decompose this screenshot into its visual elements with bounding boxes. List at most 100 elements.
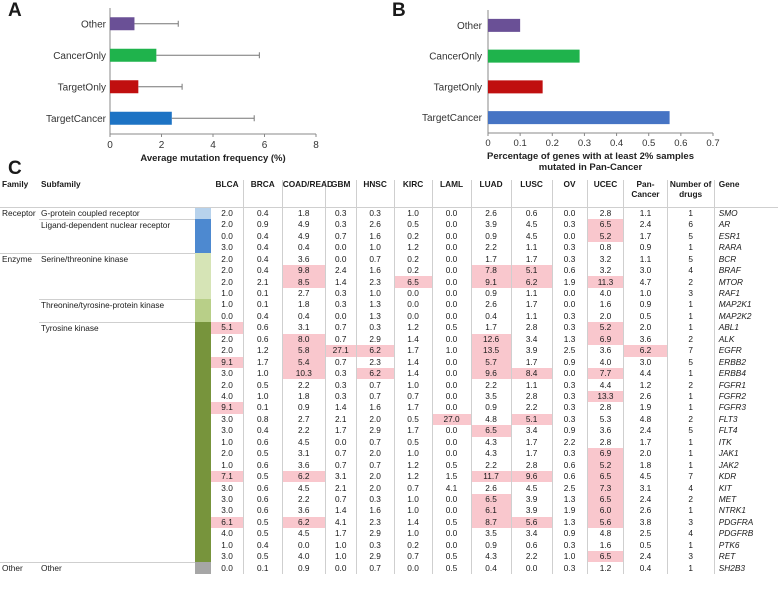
- value-cell: 5.1: [510, 264, 553, 277]
- value-cell: 1.0: [431, 345, 472, 357]
- header-col: BRCA: [242, 179, 283, 208]
- value-cell: 0.9: [281, 402, 326, 414]
- value-cell: 5.2: [586, 459, 624, 471]
- subfamily-cell: [39, 242, 195, 253]
- value-cell: 1.0: [551, 550, 587, 563]
- value-cell: 1.9: [551, 276, 587, 288]
- value-cell: 3.6: [623, 333, 668, 346]
- subfamily-cell: [39, 459, 195, 470]
- value-cell: 1.0: [221, 299, 233, 310]
- value-cell: 1.0: [242, 367, 283, 380]
- value-cell: 0.0: [221, 230, 233, 241]
- value-cell: 0.7: [324, 230, 357, 242]
- group-color-bar: [195, 322, 212, 334]
- value-cell: 1.2: [393, 322, 433, 334]
- value-cell: 2.4: [324, 264, 357, 277]
- value-cell: 0.7: [393, 482, 433, 494]
- table-row: Other Other 0.0 0.1 0.9 0.0 0.7 0.0 0.5 0.4 0.0 0.3…: [0, 561, 778, 574]
- x-tick-label: 0.7: [706, 138, 719, 149]
- value-cell: 0.0: [221, 562, 233, 573]
- family-cell: [0, 505, 39, 516]
- value-cell: 1.1: [623, 253, 668, 265]
- value-cell: 0.0: [431, 436, 472, 448]
- drug-count-cell: 2: [666, 379, 715, 391]
- value-cell: 3.1: [623, 482, 668, 494]
- value-cell: 0.4: [623, 562, 668, 574]
- x-tick-label: 8: [313, 140, 319, 151]
- value-cell: 0.3: [551, 539, 587, 551]
- subfamily-cell: Threonine/tyrosine-protein kinase: [39, 298, 195, 311]
- value-cell: 8.0: [281, 333, 326, 346]
- table-row: Ligand-dependent nuclear receptor 2.0 0.9 4…: [0, 218, 778, 231]
- family-cell: [0, 482, 39, 493]
- value-cell: 1.4: [324, 505, 357, 517]
- value-cell: 2.2: [281, 493, 326, 506]
- table-row: 9.1 0.1 0.9 1.4 1.6 1.7 0.0 0.9 2.2 0.3 2.8 1.9 1 FGF…: [0, 402, 778, 414]
- family-cell: [0, 368, 39, 379]
- family-cell: [0, 517, 39, 528]
- gene-cell: PDGFRA: [713, 516, 778, 529]
- value-cell: 2.6: [623, 390, 668, 403]
- value-cell: 0.4: [242, 253, 283, 265]
- value-cell: 0.7: [324, 459, 357, 471]
- header-col: LUSC: [510, 179, 553, 208]
- drug-count-cell: 6: [666, 219, 715, 231]
- value-cell: 2.3: [355, 516, 395, 529]
- value-cell: 0.0: [431, 333, 472, 346]
- value-cell: 0.7: [355, 253, 395, 265]
- x-tick-label: 0.3: [578, 138, 591, 149]
- value-cell: 2.0: [355, 470, 395, 483]
- value-cell: 2.0: [221, 379, 233, 390]
- value-cell: 0.6: [242, 322, 283, 334]
- value-cell: 1.0: [393, 505, 433, 517]
- value-cell: 0.2: [393, 539, 433, 551]
- value-cell: 3.5: [470, 390, 512, 403]
- value-cell: 0.6: [242, 493, 283, 506]
- value-cell: 0.9: [242, 219, 283, 231]
- value-cell: 0.3: [551, 241, 587, 254]
- header-col: HNSC: [355, 179, 395, 208]
- value-cell: 1.7: [242, 356, 283, 368]
- family-cell: [0, 379, 39, 390]
- panel-label-b: B: [392, 0, 406, 21]
- value-cell: 0.5: [623, 310, 668, 323]
- family-cell: [0, 242, 39, 253]
- value-cell: 0.5: [431, 550, 472, 563]
- value-cell: 11.7: [470, 470, 512, 483]
- value-cell: 1.1: [510, 287, 553, 300]
- header-col: GBM: [324, 179, 357, 208]
- table-row: 1.0 0.4 0.0 1.0 0.3 0.2 0.0 0.9 0.6 0.3 1.6 0.5 1 PTK…: [0, 539, 778, 551]
- value-cell: 6.2: [510, 276, 553, 288]
- table-row: 3.0 0.4 2.2 1.7 2.9 1.7 0.0 6.5 3.4 0.9 3.6 2.4 5 FLT…: [0, 425, 778, 437]
- value-cell: 0.4: [470, 562, 512, 574]
- value-cell: 0.7: [355, 390, 395, 403]
- value-cell: 0.0: [431, 528, 472, 540]
- header-subfamily: Subfamily: [39, 179, 195, 208]
- value-cell: 5.6: [510, 516, 553, 529]
- gene-cell: RET: [713, 550, 778, 563]
- value-cell: 5.8: [281, 345, 326, 357]
- value-cell: 2.0: [355, 413, 395, 426]
- value-cell: 7.1: [211, 470, 244, 483]
- gene-cell: PDGFRB: [713, 528, 778, 540]
- value-cell: 4.0: [281, 550, 326, 563]
- category-label: TargetCancer: [46, 114, 107, 125]
- table-row: 6.1 0.5 6.2 4.1 2.3 1.4 0.5 8.7 5.6 1.3 5.6 3.8 3 PDG…: [0, 516, 778, 529]
- value-cell: 4.9: [281, 230, 326, 242]
- value-cell: 0.0: [281, 539, 326, 551]
- value-cell: 0.9: [551, 528, 587, 540]
- value-cell: 2.4: [623, 493, 668, 506]
- table-row: Threonine/tyrosine-protein kinase 1.0 0.1 1…: [0, 298, 778, 311]
- value-cell: 0.7: [324, 493, 357, 506]
- value-cell: 0.2: [393, 230, 433, 242]
- value-cell: 0.1: [242, 402, 283, 414]
- group-color-bar: [195, 413, 212, 426]
- value-cell: 1.2: [393, 459, 433, 471]
- value-cell: 0.0: [431, 402, 472, 414]
- family-cell: [0, 219, 39, 231]
- value-cell: 0.0: [551, 207, 587, 219]
- subfamily-cell: [39, 551, 195, 562]
- value-cell: 1.0: [221, 459, 233, 470]
- drug-target-table: Family Subfamily BLCA BRCA COAD/READ GBM HNS…: [0, 179, 778, 574]
- gene-cell: RAF1: [713, 287, 778, 300]
